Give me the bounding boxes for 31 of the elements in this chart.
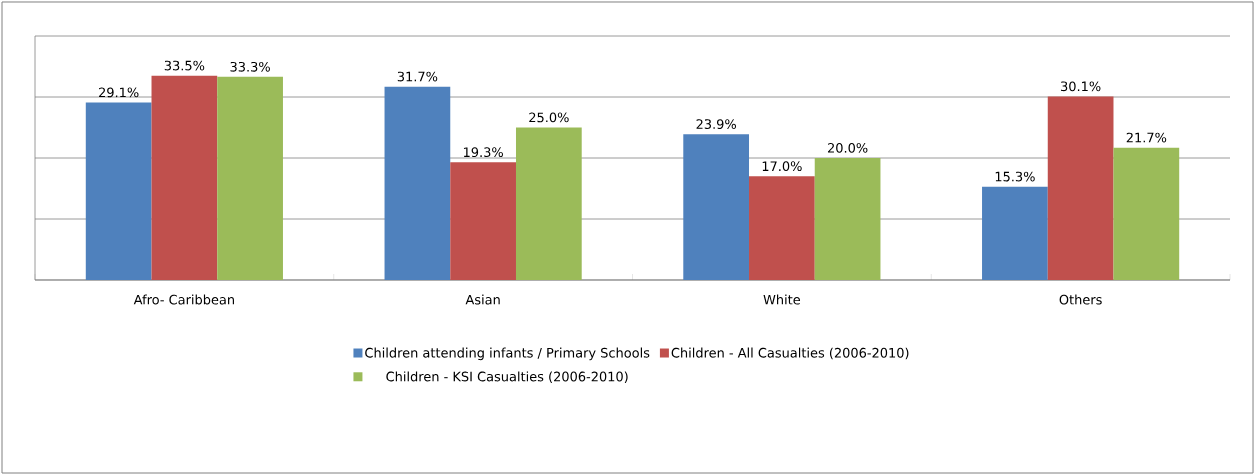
bar <box>1047 96 1114 280</box>
legend-label: Children attending infants / Primary Schools <box>365 347 650 361</box>
data-label: 15.3% <box>995 171 1035 182</box>
x-tick-label: Afro- Caribbean <box>133 294 234 305</box>
bar <box>982 186 1048 280</box>
x-tick-label: White <box>763 294 801 305</box>
data-label: 33.5% <box>164 60 205 71</box>
data-label: 17.0% <box>762 161 802 172</box>
bar <box>814 158 881 280</box>
bar <box>85 102 152 280</box>
data-label: 31.7% <box>397 71 438 82</box>
data-label: 19.3% <box>463 147 503 158</box>
x-tick-label: Others <box>1059 294 1102 305</box>
data-label: 33.3% <box>230 61 270 72</box>
bar <box>749 176 815 280</box>
x-tick-label: Asian <box>465 294 500 305</box>
bar <box>217 76 283 280</box>
data-label: 30.1% <box>1061 81 1101 92</box>
legend-label: Children - KSI Casualties (2006-2010) <box>386 371 628 383</box>
bar <box>515 127 582 280</box>
bar <box>450 162 516 280</box>
data-label: 25.0% <box>529 112 569 123</box>
data-label: 29.1% <box>99 87 139 98</box>
bar <box>683 134 750 280</box>
data-label: 21.7% <box>1126 132 1167 143</box>
data-label: 20.0% <box>827 143 868 153</box>
bar <box>1113 147 1180 280</box>
bar <box>384 86 451 280</box>
data-label: 23.9% <box>696 119 736 130</box>
bar <box>151 75 218 280</box>
legend-label: Children - All Casualties (2006-2010) <box>671 347 909 360</box>
